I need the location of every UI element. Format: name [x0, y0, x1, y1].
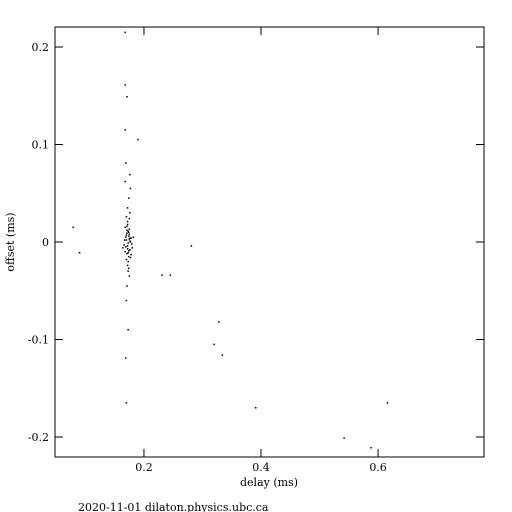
point	[125, 215, 128, 218]
point	[72, 226, 74, 229]
point	[130, 237, 132, 239]
point	[127, 231, 130, 233]
point	[124, 226, 126, 229]
point	[125, 234, 128, 236]
point	[221, 354, 224, 356]
x-tick-label: 0.4	[252, 461, 270, 474]
point	[127, 230, 129, 233]
x-tick-label: 0.2	[135, 461, 153, 474]
point	[169, 274, 172, 276]
y-axis-label: offset (ms)	[4, 212, 17, 271]
point	[78, 251, 81, 254]
point	[125, 299, 128, 302]
point	[125, 246, 127, 248]
point	[127, 197, 130, 199]
point	[129, 187, 132, 190]
point	[161, 274, 163, 276]
point	[131, 247, 134, 249]
point	[124, 31, 126, 34]
point	[124, 84, 126, 86]
point	[129, 241, 132, 243]
point	[127, 255, 130, 258]
point	[124, 180, 126, 183]
point	[129, 249, 131, 251]
y-tick-label: -0.1	[28, 334, 49, 347]
x-tick-label: 0.6	[369, 461, 387, 474]
point	[126, 232, 128, 234]
point	[137, 138, 139, 141]
point	[386, 402, 389, 404]
plot-frame	[54, 26, 485, 458]
point	[343, 437, 345, 439]
point	[129, 173, 131, 176]
point	[127, 250, 130, 252]
point	[128, 217, 131, 220]
point	[129, 256, 132, 259]
point	[130, 253, 132, 256]
point	[126, 264, 129, 267]
point	[123, 239, 126, 241]
point	[213, 343, 215, 346]
point	[254, 407, 257, 409]
point	[128, 275, 131, 277]
footer: 2020-11-01 dilaton.physics.ubc.ca	[78, 501, 269, 512]
point	[126, 245, 129, 247]
point	[125, 236, 127, 238]
point	[126, 252, 128, 255]
y-tick-label: -0.2	[28, 431, 49, 444]
y-tick-label: 0.1	[32, 138, 50, 151]
point	[127, 260, 129, 263]
point	[127, 267, 130, 270]
point	[126, 229, 128, 232]
point	[126, 248, 129, 250]
point	[126, 207, 129, 209]
point	[125, 402, 128, 404]
point	[125, 239, 128, 241]
point	[123, 244, 125, 246]
point	[128, 238, 131, 240]
point	[125, 162, 127, 164]
point	[126, 95, 128, 98]
point	[190, 245, 193, 247]
point	[128, 233, 131, 235]
point	[127, 329, 129, 331]
point	[126, 225, 128, 228]
point	[130, 243, 133, 245]
point	[132, 236, 135, 238]
point	[126, 220, 129, 223]
point	[127, 251, 129, 254]
point	[129, 211, 131, 214]
point	[125, 258, 128, 261]
point	[122, 247, 124, 249]
point	[129, 240, 131, 242]
x-axis-label: delay (ms)	[240, 476, 298, 489]
point	[128, 228, 131, 231]
point	[129, 237, 131, 239]
point	[124, 129, 126, 131]
point	[218, 321, 220, 323]
point	[125, 357, 127, 359]
point	[127, 242, 129, 244]
y-tick-label: 0	[42, 236, 49, 249]
point	[126, 223, 129, 226]
point	[127, 235, 130, 237]
point	[124, 251, 126, 253]
point	[370, 446, 372, 449]
point	[126, 285, 128, 287]
point	[127, 270, 129, 273]
y-tick-label: 0.2	[32, 41, 50, 54]
